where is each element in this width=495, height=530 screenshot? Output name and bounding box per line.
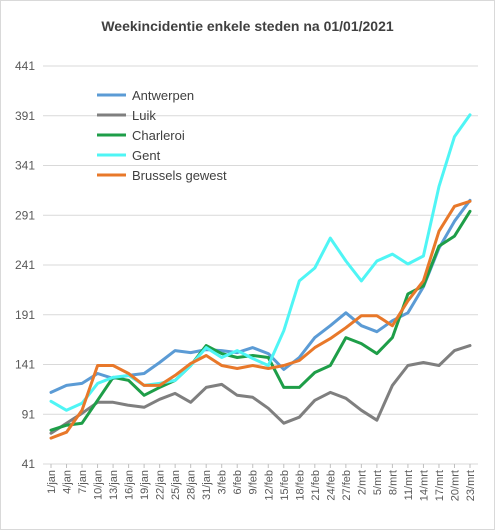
y-tick-label: 241 [15,258,35,272]
legend: Antwerpen Luik Charleroi Gent Brussels gewes… [97,88,227,183]
x-tick-label: 31/jan [201,470,213,500]
x-tick-label: 23/mrt [465,470,477,501]
x-tick-label: 10/jan [93,470,105,500]
series-line-4 [49,199,472,440]
y-tick-label: 291 [15,208,35,222]
x-tick-label: 27/feb [341,470,353,501]
y-tick-label: 391 [15,109,35,123]
chart-title: Weekincidentie enkele steden na 01/01/20… [101,18,394,34]
x-tick-label: 24/feb [325,470,337,501]
y-tick-label: 91 [22,407,36,421]
x-tick-label: 3/feb [217,470,229,494]
x-tick-label: 12/feb [263,470,275,501]
y-tick-label: 341 [15,159,35,173]
x-tick-label: 14/mrt [418,470,430,501]
y-tick-label: 441 [15,59,35,73]
x-tick-label: 7/jan [77,470,89,494]
x-tick-label: 4/jan [62,470,74,494]
x-tick-label: 18/feb [294,470,306,501]
legend-label: Charleroi [132,128,185,143]
legend-label: Antwerpen [132,88,194,103]
x-tick-label: 21/feb [310,470,322,501]
x-tick-label: 13/jan [108,470,120,500]
x-tick-label: 1/jan [46,470,58,494]
series-layer [49,113,472,440]
x-tick-label: 2/mrt [356,470,368,495]
x-tick-label: 19/jan [139,470,151,500]
x-tick-label: 25/jan [170,470,182,500]
x-tick-label: 22/jan [155,470,167,500]
x-tick-label: 9/feb [248,470,260,494]
legend-label: Gent [132,148,161,163]
series-line-2 [49,209,472,432]
series-line-3 [49,113,472,412]
y-tick-label: 191 [15,308,35,322]
x-axis-ticks: 1/jan 4/jan 7/jan 10/jan 13/jan 16/jan 19/jan 2… [46,464,477,501]
x-tick-label: 8/mrt [387,470,399,495]
y-tick-label: 141 [15,358,35,372]
x-tick-label: 6/feb [232,470,244,494]
x-tick-label: 20/mrt [449,470,461,501]
x-tick-label: 15/feb [279,470,291,501]
series-line-1 [49,344,472,435]
x-tick-label: 28/jan [186,470,198,500]
y-tick-label: 41 [22,457,36,471]
x-tick-label: 11/mrt [403,470,415,500]
x-tick-label: 16/jan [124,470,136,500]
legend-label: Luik [132,108,156,123]
x-tick-label: 17/mrt [434,470,446,501]
legend-label: Brussels gewest [132,168,227,183]
y-axis-ticks: 41 91 141 191 241 291 341 391 441 [15,59,35,471]
x-tick-label: 5/mrt [372,470,384,495]
